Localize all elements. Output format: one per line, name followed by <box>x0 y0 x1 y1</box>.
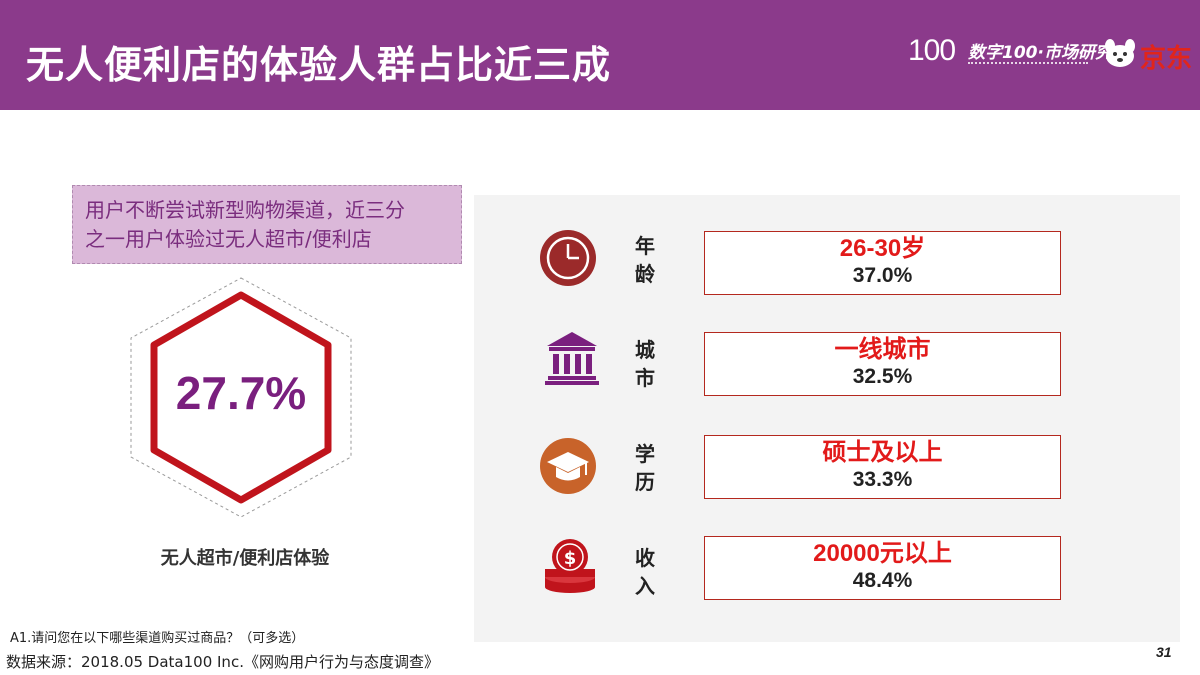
header-bar: 无人便利店的体验人群占比近三成 100 数字100·市场研究 京东 <box>0 0 1200 110</box>
page-number: 31 <box>1156 644 1172 660</box>
brand-divider <box>968 62 1088 65</box>
svg-text:$: $ <box>564 548 577 569</box>
jd-dog-icon <box>1105 39 1135 67</box>
income-percentage: 48.4% <box>852 569 913 592</box>
income-top-value: 20000元以上 <box>813 540 952 567</box>
callout-line-2: 之一用户体验过无人超市/便利店 <box>85 227 372 251</box>
city-top-value: 一线城市 <box>834 336 931 363</box>
coin-stack-icon: $ <box>545 539 595 593</box>
education-percentage: 33.3% <box>852 468 913 491</box>
age-percentage: 37.0% <box>852 264 913 287</box>
category-education: 学 历 <box>635 442 655 494</box>
data100-brand-text: 数字100·市场研究 <box>968 43 1112 63</box>
insight-callout: 用户不断尝试新型购物渠道，近三分 之一用户体验过无人超市/便利店 <box>72 185 462 264</box>
clock-icon <box>540 230 596 286</box>
highlight-percentage: 27.7% <box>175 367 307 419</box>
graduation-cap-icon <box>540 438 596 494</box>
income-result-box: 20000元以上 48.4% <box>704 536 1061 600</box>
education-top-value: 硕士及以上 <box>822 439 943 466</box>
age-result-box: 26-30岁 37.0% <box>704 231 1061 295</box>
category-city: 城 市 <box>635 338 655 390</box>
bank-building-icon <box>545 332 599 385</box>
age-top-value: 26-30岁 <box>839 235 926 262</box>
callout-line-1: 用户不断尝试新型购物渠道，近三分 <box>85 198 405 222</box>
data-source: 数据来源：2018.05 Data100 Inc.《网购用户行为与态度调查》 <box>6 653 439 671</box>
category-income: 收 入 <box>635 546 655 598</box>
education-result-box: 硕士及以上 33.3% <box>704 435 1061 499</box>
brand-logos: 100 数字100·市场研究 京东 <box>908 32 1193 82</box>
city-result-box: 一线城市 32.5% <box>704 332 1061 396</box>
highlight-label: 无人超市/便利店体验 <box>160 548 330 569</box>
page-title: 无人便利店的体验人群占比近三成 <box>26 43 612 87</box>
city-percentage: 32.5% <box>852 365 913 388</box>
survey-question-note: A1.请问您在以下哪些渠道购买过商品？（可多选） <box>10 631 305 646</box>
jd-logo-text: 京东 <box>1140 44 1193 74</box>
hexagon-badge <box>130 277 352 518</box>
data100-logo: 100 <box>908 34 956 67</box>
category-age: 年 龄 <box>635 234 655 286</box>
